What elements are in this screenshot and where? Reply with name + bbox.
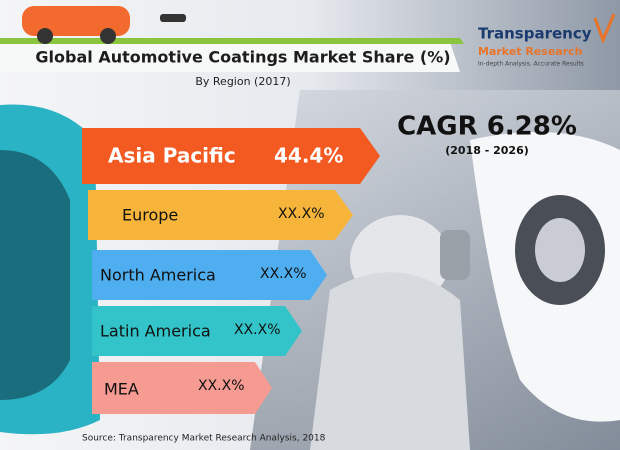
logo-mark	[593, 13, 616, 45]
car-icon	[22, 6, 130, 36]
region-arrow	[88, 190, 353, 240]
region-arrow	[82, 128, 380, 184]
logo-tagline: In-depth Analysis. Accurate Results	[478, 61, 584, 68]
region-name: Asia Pacific	[108, 144, 236, 168]
title: Global Automotive Coatings Market Share …	[35, 48, 450, 67]
car-window	[0, 150, 70, 400]
painter-body	[310, 272, 470, 450]
region-share: XX.X%	[260, 266, 307, 282]
cagr-period: (2018 - 2026)	[445, 144, 529, 157]
title-band	[0, 42, 460, 72]
region-name: MEA	[104, 380, 139, 399]
green-stripe	[0, 38, 464, 44]
subtitle: By Region (2017)	[195, 75, 290, 88]
source: Source: Transparency Market Research Ana…	[82, 434, 326, 444]
logo-name: Transparency	[478, 25, 592, 43]
car-icon-wheel	[37, 28, 53, 44]
spray-gun	[440, 230, 470, 280]
car-icon-wheel	[100, 28, 116, 44]
region-name: Europe	[122, 206, 178, 225]
region-share: XX.X%	[278, 206, 325, 222]
region-arrow	[92, 362, 272, 414]
region-share: XX.X%	[198, 378, 245, 394]
region-name: North America	[100, 266, 216, 285]
cagr: CAGR 6.28%	[397, 112, 577, 142]
region-share: XX.X%	[234, 322, 281, 338]
small-car-icon	[160, 14, 186, 22]
logo-name2: Market Research	[478, 45, 583, 58]
region-arrow	[92, 306, 302, 356]
region-name: Latin America	[100, 322, 211, 341]
region-arrow	[92, 250, 327, 300]
car-rim	[535, 218, 585, 282]
region-share: 44.4%	[274, 144, 343, 168]
